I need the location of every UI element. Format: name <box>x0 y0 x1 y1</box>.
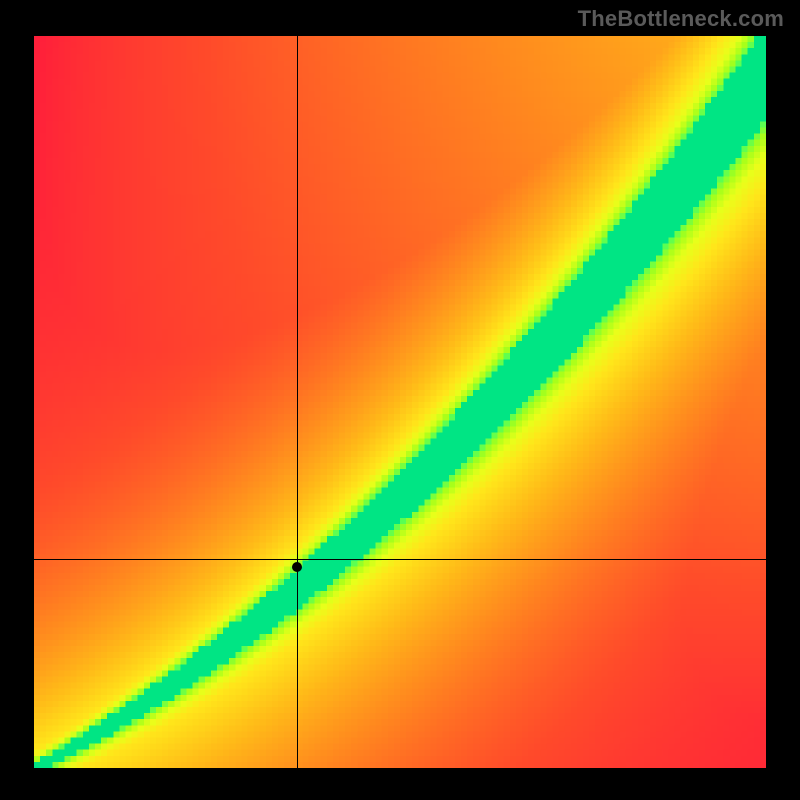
crosshair-horizontal <box>34 559 766 560</box>
watermark-source: TheBottleneck.com <box>578 6 784 32</box>
bottleneck-heatmap <box>34 36 766 768</box>
crosshair-vertical <box>297 36 298 768</box>
selected-point-marker <box>292 562 302 572</box>
chart-container: TheBottleneck.com <box>0 0 800 800</box>
